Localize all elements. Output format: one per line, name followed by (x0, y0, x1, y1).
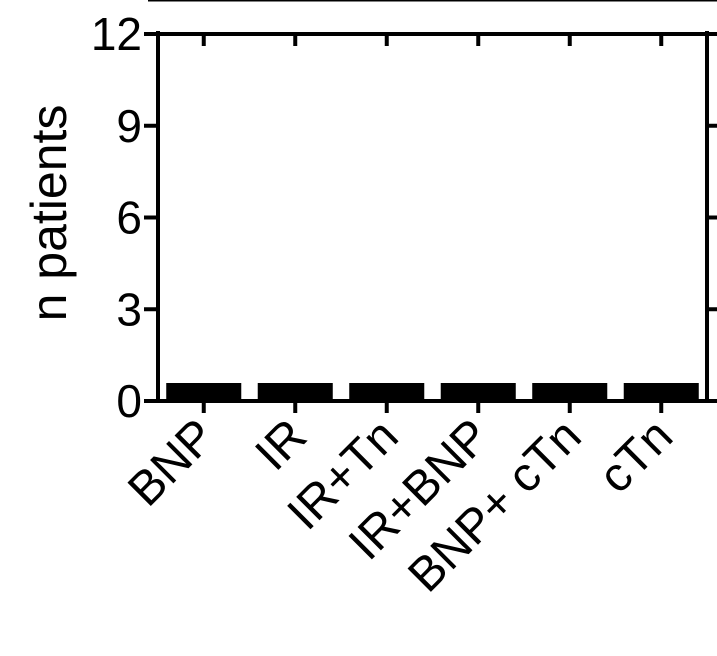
y-axis-title: n patients (21, 105, 77, 322)
bar (440, 383, 516, 401)
y-tick-label: 0 (116, 375, 142, 427)
y-tick-label: 12 (91, 8, 142, 60)
bars (166, 383, 699, 401)
y-tick-label: 9 (116, 100, 142, 152)
y-tick-label: 6 (116, 192, 142, 244)
bar (349, 383, 425, 401)
bar (623, 383, 699, 401)
y-tick-label: 3 (116, 283, 142, 335)
x-category-label: IR (246, 409, 317, 480)
x-category-label: cTn (589, 409, 683, 503)
bar (532, 383, 608, 401)
y-axis: 0 3 6 9 12 (91, 8, 709, 427)
bar (166, 383, 242, 401)
bar (257, 383, 333, 401)
right-axis (705, 31, 717, 403)
